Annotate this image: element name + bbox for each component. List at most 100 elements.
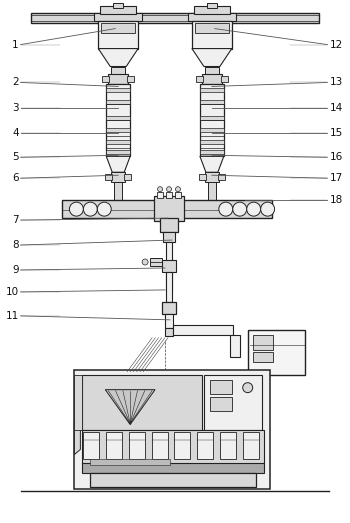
Bar	[200, 140, 224, 144]
Bar	[166, 272, 172, 302]
Bar	[111, 66, 125, 74]
Bar	[106, 100, 130, 105]
Bar	[163, 232, 175, 242]
Bar	[62, 200, 272, 218]
Bar	[200, 117, 224, 120]
Text: 7: 7	[12, 215, 19, 225]
Circle shape	[261, 202, 275, 216]
Bar	[98, 20, 138, 49]
Bar	[90, 473, 256, 487]
Bar	[253, 352, 273, 362]
Polygon shape	[75, 419, 80, 454]
Bar	[82, 429, 264, 464]
Circle shape	[233, 202, 247, 216]
Text: 12: 12	[329, 40, 343, 50]
Circle shape	[247, 202, 261, 216]
Bar	[160, 218, 178, 232]
Bar	[152, 431, 168, 460]
Bar	[82, 374, 202, 429]
Bar	[114, 182, 122, 202]
Text: 4: 4	[12, 128, 19, 139]
Bar	[230, 335, 240, 357]
Circle shape	[167, 187, 172, 192]
Bar	[205, 66, 219, 74]
Bar	[106, 85, 130, 156]
Bar	[154, 196, 184, 221]
Bar	[106, 117, 130, 120]
Polygon shape	[98, 49, 138, 66]
Bar	[106, 128, 130, 132]
Text: 6: 6	[12, 173, 19, 183]
Bar	[106, 431, 122, 460]
Bar	[106, 88, 130, 93]
Bar	[75, 370, 270, 490]
Bar	[129, 431, 145, 460]
Bar	[200, 128, 224, 132]
Bar	[208, 182, 216, 202]
Circle shape	[175, 187, 181, 192]
Bar	[124, 174, 131, 180]
Bar	[150, 258, 162, 266]
Polygon shape	[106, 156, 130, 172]
Bar	[105, 174, 112, 180]
Bar	[166, 242, 172, 290]
Text: 17: 17	[329, 173, 343, 183]
Bar	[200, 100, 224, 105]
Text: 3: 3	[12, 104, 19, 113]
Circle shape	[158, 187, 162, 192]
Text: 14: 14	[329, 104, 343, 113]
Bar	[194, 6, 230, 14]
Polygon shape	[192, 49, 232, 66]
Bar	[75, 374, 82, 429]
Bar	[243, 431, 259, 460]
Polygon shape	[200, 156, 224, 172]
Bar	[210, 396, 232, 411]
Bar	[101, 22, 135, 32]
Bar	[111, 172, 125, 182]
Bar	[106, 140, 130, 144]
Bar	[82, 463, 264, 473]
Text: 8: 8	[12, 240, 19, 250]
Bar	[174, 431, 190, 460]
Bar	[220, 431, 236, 460]
Text: 18: 18	[329, 195, 343, 205]
Bar	[165, 328, 173, 336]
Text: 15: 15	[329, 128, 343, 139]
Bar	[165, 314, 173, 328]
Bar	[127, 76, 134, 83]
Bar	[175, 192, 181, 198]
Circle shape	[69, 202, 83, 216]
Bar	[166, 192, 172, 198]
Bar	[94, 13, 142, 20]
Bar	[218, 174, 225, 180]
Text: 11: 11	[5, 311, 19, 321]
Bar	[192, 20, 232, 49]
Text: 5: 5	[12, 152, 19, 162]
Bar	[188, 13, 236, 20]
Bar	[162, 302, 176, 314]
Bar	[207, 3, 217, 8]
Bar	[196, 76, 203, 83]
Bar	[83, 431, 99, 460]
Bar	[90, 460, 170, 465]
Circle shape	[83, 202, 97, 216]
Bar	[200, 85, 224, 156]
Bar	[204, 374, 262, 429]
Bar	[195, 22, 229, 32]
Bar	[200, 150, 224, 154]
Text: 1: 1	[12, 40, 19, 50]
Circle shape	[219, 202, 233, 216]
Bar	[221, 76, 228, 83]
Bar	[106, 150, 130, 154]
Text: 9: 9	[12, 265, 19, 275]
Bar	[248, 330, 306, 374]
Bar	[157, 192, 163, 198]
Bar	[253, 335, 273, 350]
Text: 10: 10	[6, 287, 19, 297]
Text: 2: 2	[12, 77, 19, 87]
Bar	[205, 172, 219, 182]
Text: 16: 16	[329, 152, 343, 162]
Bar	[102, 76, 109, 83]
Bar	[199, 174, 206, 180]
Bar	[113, 3, 123, 8]
